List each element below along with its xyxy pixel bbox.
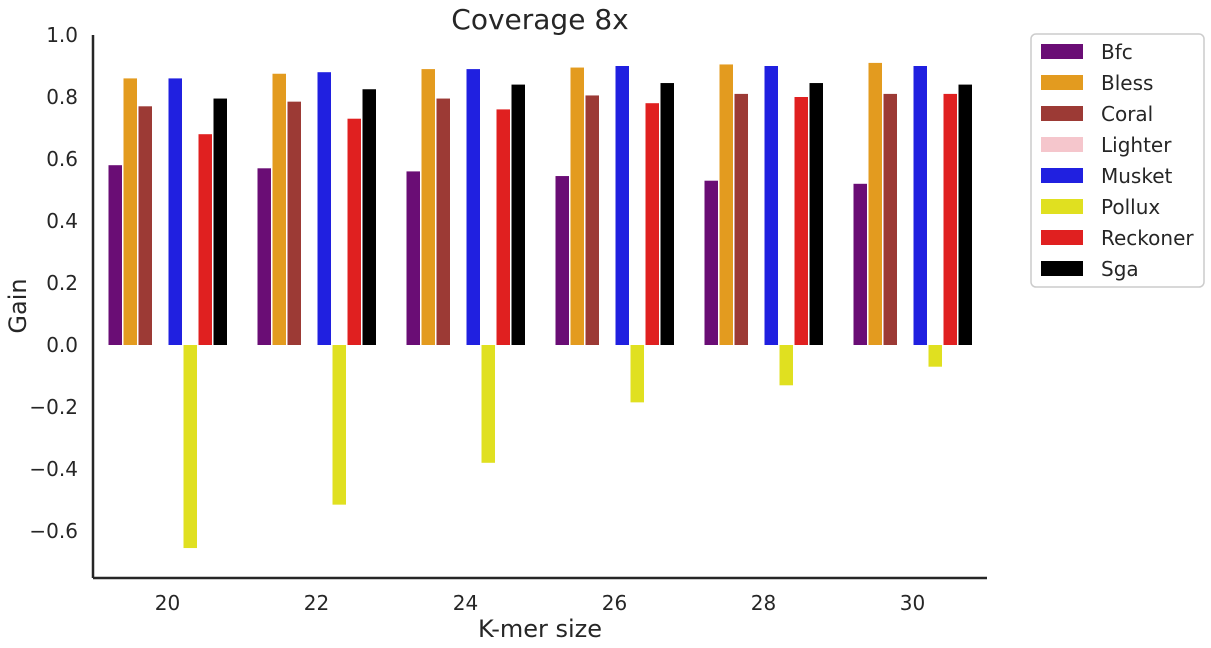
- y-tick-label: −0.6: [29, 519, 78, 543]
- bar-bless-28: [719, 64, 733, 345]
- bar-bfc-30: [853, 183, 867, 345]
- bar-bfc-28: [704, 180, 718, 345]
- bar-bless-20: [123, 78, 137, 346]
- x-tick-label: 22: [304, 591, 329, 615]
- bar-bless-30: [868, 62, 882, 346]
- bar-bfc-24: [406, 171, 420, 345]
- bar-coral-22: [287, 101, 301, 346]
- y-tick-label: 0.4: [46, 209, 78, 233]
- legend-label-lighter: Lighter: [1101, 133, 1172, 157]
- legend-label-bless: Bless: [1101, 71, 1153, 95]
- x-tick-label: 30: [900, 591, 925, 615]
- bar-sga-20: [213, 98, 227, 345]
- bar-reckoner-28: [794, 97, 808, 345]
- bar-pollux-30: [928, 345, 942, 367]
- y-tick-label: −0.4: [29, 457, 78, 481]
- bar-bfc-22: [257, 168, 271, 345]
- bar-pollux-20: [183, 345, 197, 549]
- bar-bless-24: [421, 69, 435, 345]
- bar-reckoner-30: [943, 93, 957, 346]
- bar-pollux-26: [630, 345, 644, 403]
- legend-label-coral: Coral: [1101, 102, 1153, 126]
- legend-swatch-lighter: [1041, 137, 1083, 152]
- legend-label-musket: Musket: [1101, 164, 1173, 188]
- bar-pollux-28: [779, 345, 793, 386]
- bar-bfc-26: [555, 176, 569, 345]
- legend-swatch-bless: [1041, 75, 1083, 90]
- x-tick-label: 28: [751, 591, 776, 615]
- legend-label-sga: Sga: [1101, 257, 1139, 281]
- bar-reckoner-22: [347, 118, 361, 345]
- legend: Bfc Bless Coral Lighter Musket Pollux Reckoner…: [1030, 33, 1205, 288]
- bar-bless-22: [272, 73, 286, 345]
- bar-pollux-24: [481, 345, 495, 463]
- y-tick-label: 0.2: [46, 271, 78, 295]
- bar-coral-28: [734, 93, 748, 346]
- bar-coral-20: [138, 106, 152, 345]
- bar-bless-26: [570, 67, 584, 346]
- legend-label-bfc: Bfc: [1101, 40, 1133, 64]
- legend-swatch-coral: [1041, 106, 1083, 121]
- bar-reckoner-26: [645, 103, 659, 345]
- bar-reckoner-24: [496, 109, 510, 346]
- x-axis-title: K-mer size: [478, 615, 602, 643]
- y-tick-label: 0.6: [46, 147, 78, 171]
- axes-layer: 1.0 0.8 0.6 0.4 0.2 0.0 −0.2 −0.4 −0.6 20 22 24 26 28…: [29, 23, 987, 615]
- bar-musket-24: [466, 69, 480, 345]
- legend-swatch-musket: [1041, 168, 1083, 183]
- bar-musket-22: [317, 72, 331, 345]
- legend-swatch-bfc: [1041, 44, 1083, 59]
- y-tick-label: 0.0: [46, 333, 78, 357]
- bar-reckoner-20: [198, 134, 212, 345]
- legend-box: [1030, 33, 1205, 288]
- y-tick-label: 0.8: [46, 85, 78, 109]
- bar-musket-26: [615, 66, 629, 345]
- bar-sga-30: [958, 84, 972, 345]
- legend-label-reckoner: Reckoner: [1101, 226, 1194, 250]
- chart-title: Coverage 8x: [451, 3, 628, 36]
- bars-layer: [108, 62, 972, 549]
- bar-bfc-20: [108, 165, 122, 345]
- bar-coral-30: [883, 93, 897, 346]
- x-tick-label: 20: [155, 591, 180, 615]
- bar-sga-26: [660, 83, 674, 346]
- bar-coral-24: [436, 98, 450, 345]
- bar-musket-20: [168, 78, 182, 346]
- bar-sga-24: [511, 84, 525, 345]
- bar-sga-28: [809, 83, 823, 346]
- bar-musket-28: [764, 66, 778, 345]
- legend-label-pollux: Pollux: [1101, 195, 1160, 219]
- x-tick-label: 26: [602, 591, 627, 615]
- y-axis-title: Gain: [4, 278, 32, 333]
- x-tick-label: 24: [453, 591, 478, 615]
- legend-swatch-sga: [1041, 261, 1083, 276]
- y-tick-label: 1.0: [46, 23, 78, 47]
- legend-swatch-reckoner: [1041, 230, 1083, 245]
- bar-musket-30: [913, 66, 927, 345]
- bar-sga-22: [362, 89, 376, 345]
- y-tick-label: −0.2: [29, 395, 78, 419]
- bar-pollux-22: [332, 345, 346, 505]
- legend-swatch-pollux: [1041, 199, 1083, 214]
- bar-coral-26: [585, 95, 599, 345]
